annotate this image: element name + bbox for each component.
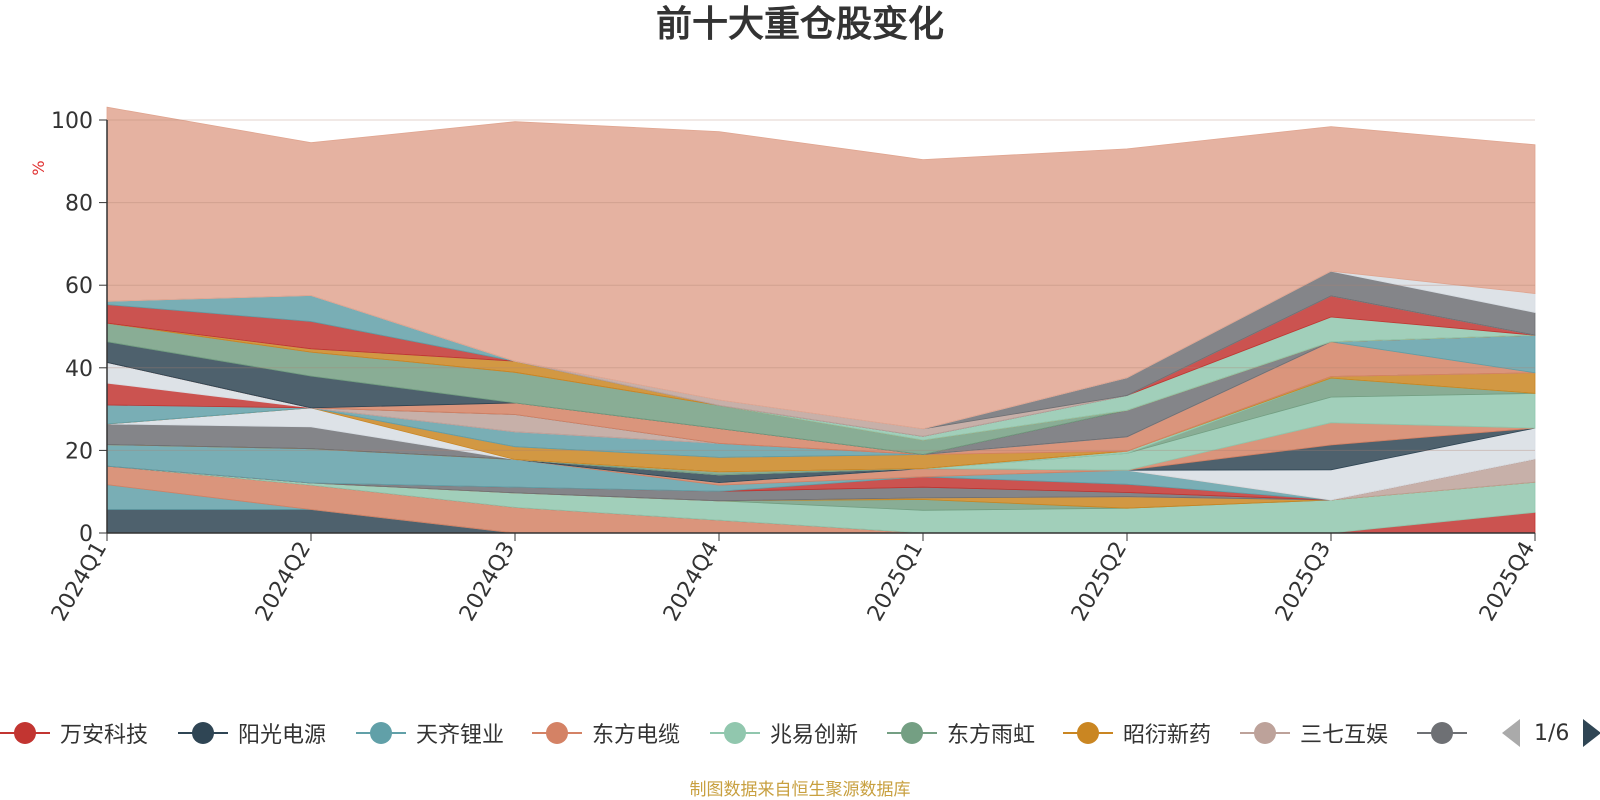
legend-marker-icon	[710, 718, 770, 748]
y-axis-unit-label: %	[29, 160, 48, 175]
legend-page-indicator: 1/6	[1534, 720, 1570, 746]
legend-item-4[interactable]: 兆易创新	[710, 713, 858, 753]
legend-item-3[interactable]: 东方电缆	[532, 713, 680, 753]
legend-item-2[interactable]: 天齐锂业	[356, 713, 504, 753]
y-tick-label-2: 40	[65, 357, 93, 382]
x-tick-label-0: 2024Q1	[47, 538, 112, 626]
legend-item-6[interactable]: 昭衍新药	[1063, 713, 1211, 753]
legend-label: 东方雨虹	[947, 723, 1036, 748]
x-tick-label-1: 2024Q2	[251, 538, 316, 626]
x-tick-label-7: 2025Q4	[1475, 538, 1540, 626]
series-area-39	[106, 106, 1536, 430]
chart-title: 前十大重仓股变化	[655, 4, 944, 45]
y-tick-label-1: 20	[65, 439, 93, 464]
legend-label: 阳光电源	[238, 723, 327, 748]
x-tick-label-6: 2025Q3	[1271, 538, 1336, 626]
legend-label: 三七互娱	[1300, 723, 1389, 748]
legend-pager[interactable]: 1/6	[1502, 713, 1600, 753]
source-note: 制图数据来自恒生聚源数据库	[689, 780, 911, 800]
legend-item-5[interactable]: 东方雨虹	[887, 713, 1035, 753]
y-tick-label-4: 80	[65, 192, 93, 217]
legend-marker-icon	[887, 718, 947, 748]
legend-marker-icon	[0, 718, 60, 748]
legend-item-7[interactable]: 三七互娱	[1240, 713, 1388, 753]
x-tick-label-3: 2024Q4	[659, 538, 724, 626]
legend-marker-icon	[532, 718, 592, 748]
legend-marker-icon	[356, 718, 416, 748]
legend-label: 万安科技	[60, 723, 149, 748]
legend-marker-icon	[1417, 718, 1477, 748]
legend-label: 东方电缆	[592, 723, 681, 748]
x-tick-label-5: 2025Q2	[1067, 538, 1132, 626]
y-tick-label-0: 0	[79, 522, 93, 547]
legend-label: 昭衍新药	[1123, 723, 1212, 748]
x-tick-label-4: 2025Q1	[863, 538, 928, 626]
legend-marker-icon	[178, 718, 238, 748]
legend-marker-icon	[1063, 718, 1123, 748]
y-tick-label-5: 100	[51, 109, 93, 134]
x-tick-label-2: 2024Q3	[455, 538, 520, 626]
legend-label: 天齐锂业	[416, 723, 505, 748]
y-tick-label-3: 60	[65, 274, 93, 299]
legend-label: 兆易创新	[770, 723, 859, 748]
legend-marker-icon	[1240, 718, 1300, 748]
chart-legend: 万安科技 阳光电源 天齐锂业 东方电缆 兆易创新 东方雨虹 昭衍新药 三七互娱	[0, 713, 1600, 753]
legend-next-icon[interactable]	[1583, 719, 1600, 747]
legend-item-1[interactable]: 阳光电源	[178, 713, 326, 753]
legend-prev-icon[interactable]	[1502, 719, 1520, 747]
legend-item-8[interactable]	[1417, 713, 1477, 753]
legend-item-0[interactable]: 万安科技	[0, 713, 148, 753]
